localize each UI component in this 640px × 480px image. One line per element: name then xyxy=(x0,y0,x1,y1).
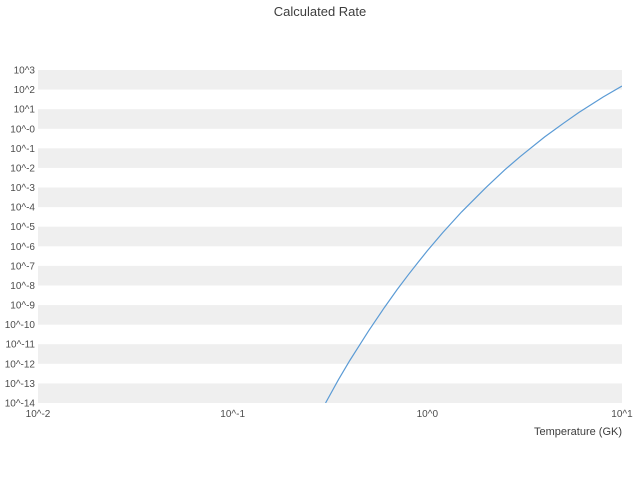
y-tick-label: 10^-2 xyxy=(10,163,35,174)
y-tick-label: 10^-5 xyxy=(10,222,35,233)
y-axis-tick-labels: 10^3 10^2 10^1 10^-0 10^-1 10^-2 10^-3 10^-4 10^… xyxy=(5,66,36,410)
y-tick-label: 10^-10 xyxy=(5,320,36,331)
y-tick-label: 10^-4 xyxy=(10,203,35,214)
y-tick-label: 10^-7 xyxy=(10,261,35,272)
x-axis-label: Temperature (GK) xyxy=(534,426,622,438)
calculated-rate-curve xyxy=(325,85,622,403)
y-tick-label: 10^1 xyxy=(14,105,36,116)
x-axis-tick-labels: 10^-2 10^-1 10^0 10^1 xyxy=(26,409,633,420)
x-tick-label: 10^1 xyxy=(611,409,633,420)
y-tick-label: 10^-1 xyxy=(10,144,35,155)
chart-title: Calculated Rate xyxy=(274,4,367,19)
y-tick-label: 10^-14 xyxy=(5,399,36,410)
y-tick-label: 10^-0 xyxy=(10,124,35,135)
y-tick-label: 10^-3 xyxy=(10,183,35,194)
y-tick-label: 10^-12 xyxy=(5,359,36,370)
y-tick-label: 10^-13 xyxy=(5,379,36,390)
gridline-bands xyxy=(38,70,622,403)
y-tick-label: 10^3 xyxy=(14,66,36,77)
y-tick-label: 10^2 xyxy=(14,85,36,96)
y-tick-label: 10^-6 xyxy=(10,242,35,253)
y-tick-label: 10^-9 xyxy=(10,301,35,312)
y-tick-label: 10^-8 xyxy=(10,281,35,292)
x-tick-label: 10^-1 xyxy=(220,409,245,420)
x-tick-label: 10^0 xyxy=(417,409,439,420)
y-tick-label: 10^-11 xyxy=(5,340,35,351)
x-tick-label: 10^-2 xyxy=(26,409,51,420)
